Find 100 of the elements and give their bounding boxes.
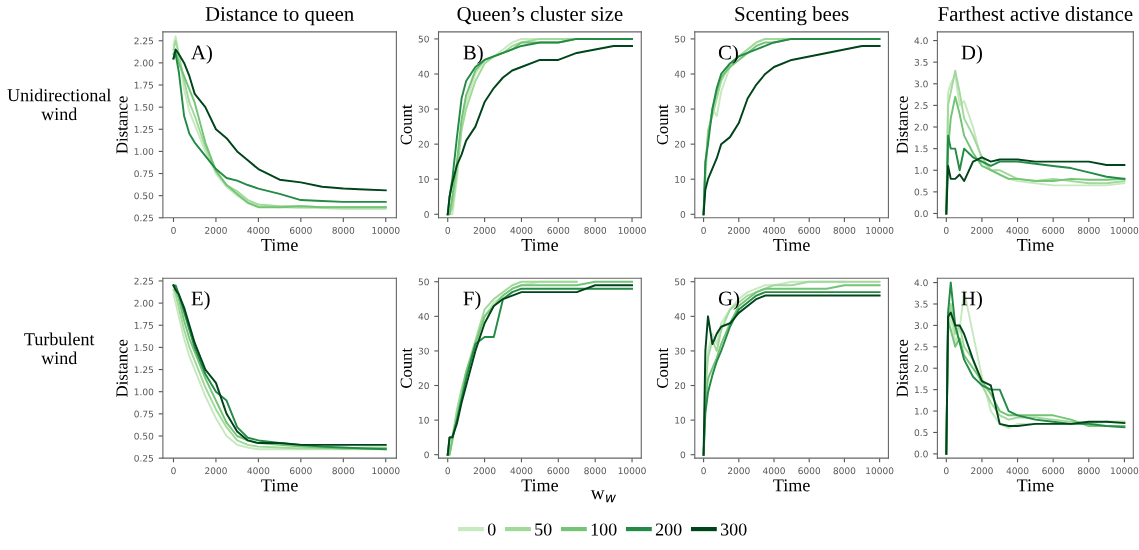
legend-label: 100 bbox=[591, 523, 617, 536]
y-tick-label: 2.25 bbox=[134, 277, 154, 285]
y-axis-title: Distance bbox=[896, 96, 908, 154]
annotation: A) bbox=[191, 44, 212, 64]
x-tick-label: 2000 bbox=[727, 226, 750, 234]
x-tick-label: 8000 bbox=[584, 226, 607, 234]
x-tick-label: 2000 bbox=[473, 467, 496, 475]
y-tick-label: 0.25 bbox=[134, 214, 154, 222]
x-tick-label: 6000 bbox=[1042, 467, 1065, 475]
y-tick-label: 30 bbox=[418, 347, 429, 355]
y-tick-label: 1.5 bbox=[915, 145, 928, 153]
y-tick-label: 0 bbox=[424, 451, 429, 459]
x-axis-title: Time bbox=[521, 238, 558, 252]
y-tick-label: 1.00 bbox=[134, 388, 154, 396]
x-axis-title: Time bbox=[773, 479, 810, 492]
y-tick-label: 50 bbox=[674, 35, 686, 43]
x-tick-label: 10000 bbox=[866, 467, 894, 475]
y-tick-label: 2.5 bbox=[914, 102, 928, 109]
x-tick-label: 8000 bbox=[1077, 467, 1100, 475]
legend-title: w$_{w}$ bbox=[590, 490, 617, 503]
y-tick-label: 1.25 bbox=[134, 366, 154, 374]
y-tick-label: 30 bbox=[674, 347, 686, 355]
x-tick-label: 0 bbox=[701, 226, 706, 234]
x-tick-label: 2000 bbox=[727, 467, 750, 475]
x-tick-label: 4000 bbox=[1006, 226, 1029, 234]
x-tick-label: 6000 bbox=[798, 226, 821, 234]
x-tick-label: 2000 bbox=[205, 226, 227, 234]
y-tick-label: 30 bbox=[674, 105, 686, 113]
y-tick-label: 0.50 bbox=[134, 432, 154, 440]
chart-title: Queen’s cluster size bbox=[457, 6, 623, 25]
x-tick-label: 10000 bbox=[1111, 226, 1139, 234]
x-tick-label: 10000 bbox=[372, 226, 400, 234]
y-tick-label: 0 bbox=[680, 451, 686, 459]
x-tick-label: 6000 bbox=[547, 226, 570, 234]
y-tick-label: 0 bbox=[680, 211, 686, 218]
annotation: B) bbox=[463, 44, 483, 64]
y-tick-label: 0.75 bbox=[134, 410, 154, 418]
chart-title: Scenting bees bbox=[735, 6, 849, 26]
y-axis-title: Count bbox=[656, 347, 669, 388]
x-tick-label: 4000 bbox=[510, 226, 533, 234]
legend-label: 300 bbox=[720, 523, 747, 536]
y-axis-title: Count bbox=[656, 104, 669, 145]
y-axis-title: Count bbox=[400, 104, 412, 145]
annotation: E) bbox=[191, 290, 210, 310]
x-tick-label: 0 bbox=[944, 226, 949, 234]
y-tick-label: 3.0 bbox=[914, 80, 928, 88]
x-tick-label: 4000 bbox=[510, 467, 533, 475]
x-tick-label: 2000 bbox=[205, 467, 227, 475]
y-tick-label: 1.0 bbox=[915, 407, 928, 415]
y-tick-label: 0.0 bbox=[914, 210, 928, 218]
y-tick-label: 0.5 bbox=[914, 188, 928, 196]
y-tick-label: 20 bbox=[674, 140, 686, 148]
x-tick-label: 10000 bbox=[618, 226, 646, 234]
y-tick-label: 3.0 bbox=[914, 322, 928, 329]
x-tick-label: 2000 bbox=[473, 226, 496, 234]
chart-title: Farthest active distance bbox=[938, 6, 1133, 21]
x-tick-label: 6000 bbox=[289, 467, 312, 475]
x-axis-title: Time bbox=[261, 238, 298, 252]
y-tick-label: 30 bbox=[418, 105, 429, 113]
y-tick-label: 4.0 bbox=[914, 37, 928, 45]
x-axis-title: Time bbox=[773, 238, 810, 252]
x-tick-label: 8000 bbox=[584, 467, 607, 475]
legend-label: 200 bbox=[655, 523, 682, 536]
y-tick-label: 10 bbox=[675, 416, 686, 424]
x-tick-label: 10000 bbox=[866, 226, 894, 234]
y-tick-label: 0.5 bbox=[914, 429, 928, 437]
x-axis-title: Time bbox=[261, 479, 298, 492]
annotation: C) bbox=[718, 44, 738, 64]
x-tick-label: 0 bbox=[445, 226, 450, 234]
y-tick-label: 0.25 bbox=[134, 454, 154, 462]
x-tick-label: 10000 bbox=[372, 467, 400, 475]
x-tick-label: 0 bbox=[171, 226, 176, 234]
y-axis-title: Distance bbox=[116, 96, 128, 154]
y-tick-label: 2.00 bbox=[134, 299, 154, 307]
legend-label: 50 bbox=[535, 523, 552, 536]
x-tick-label: 2000 bbox=[971, 467, 993, 475]
text: Turbulent wind bbox=[24, 332, 95, 365]
x-tick-label: 6000 bbox=[1042, 226, 1065, 234]
x-tick-label: 10000 bbox=[1111, 467, 1139, 475]
x-tick-label: 8000 bbox=[833, 226, 856, 234]
y-tick-label: 4.0 bbox=[914, 279, 928, 287]
y-tick-label: 10 bbox=[418, 175, 429, 183]
x-tick-label: 6000 bbox=[798, 467, 821, 475]
annotation: G) bbox=[718, 290, 740, 310]
x-tick-label: 2000 bbox=[971, 226, 993, 234]
x-tick-label: 8000 bbox=[332, 226, 355, 234]
y-tick-label: 1.5 bbox=[915, 386, 928, 394]
y-tick-label: 3.5 bbox=[914, 300, 928, 308]
y-tick-label: 40 bbox=[674, 70, 686, 78]
y-axis-title: Distance bbox=[116, 339, 128, 397]
y-tick-label: 20 bbox=[418, 382, 429, 390]
y-tick-label: 40 bbox=[418, 70, 429, 78]
x-tick-label: 4000 bbox=[762, 226, 785, 234]
y-tick-label: 40 bbox=[418, 313, 429, 320]
y-tick-label: 1.50 bbox=[134, 103, 154, 111]
y-tick-label: 1.75 bbox=[134, 322, 154, 329]
x-axis-title: Time bbox=[1016, 479, 1054, 492]
x-tick-label: 4000 bbox=[247, 467, 270, 475]
annotation: D) bbox=[961, 44, 982, 64]
y-tick-label: 1.25 bbox=[134, 126, 154, 133]
